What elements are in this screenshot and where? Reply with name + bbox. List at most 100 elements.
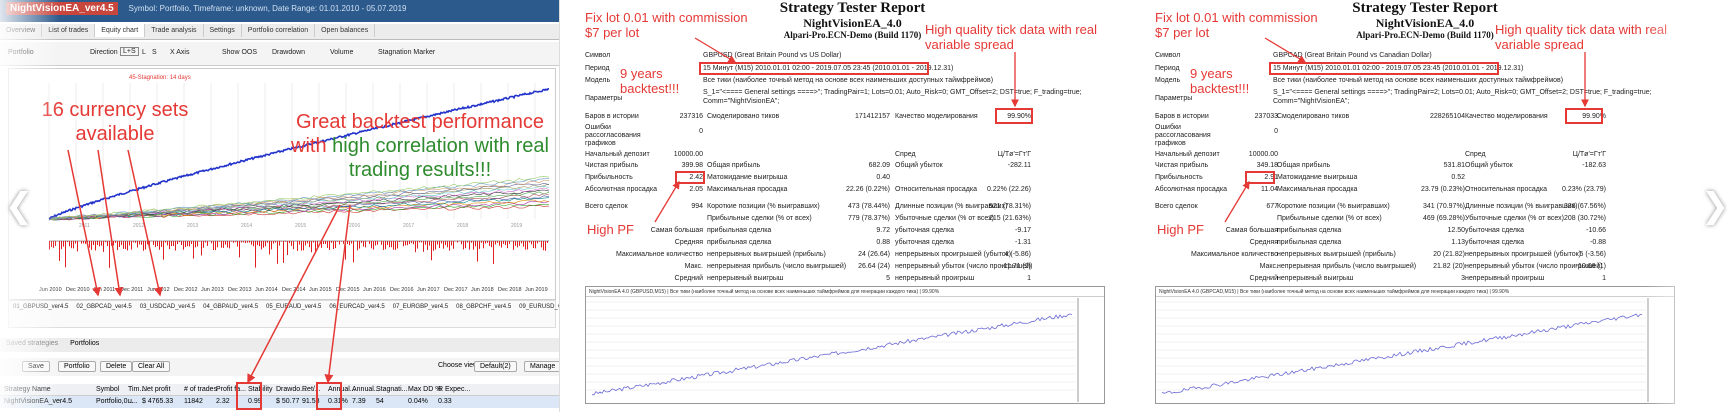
short-value: 473 (78.44%) <box>847 203 890 210</box>
largest-loss-label: убыточная сделка <box>1465 227 1525 234</box>
drawdown-bar <box>155 241 156 248</box>
drawdown-bar <box>419 241 420 243</box>
loss-trades-value: 208 (30.72%) <box>1563 215 1606 222</box>
tab-6[interactable]: Open balances <box>315 24 376 37</box>
tab-4[interactable]: Settings <box>204 24 242 37</box>
profit-factor-value: 2.91 <box>1264 174 1278 181</box>
drawdown-bar <box>535 241 536 249</box>
drawdown-bar <box>85 241 86 244</box>
drawdown-bar <box>235 241 236 243</box>
legend-item[interactable]: 06_EURCAD_ver4.5 <box>329 304 385 310</box>
ticks-value: 171412157 <box>854 113 890 120</box>
subtab-portfolios[interactable]: Portfolios <box>70 340 100 347</box>
drawdown-bar <box>321 241 322 248</box>
legend-item[interactable]: 04_GBPAUD_ver4.5 <box>203 304 259 310</box>
column-header[interactable]: Profit fa... <box>216 386 246 393</box>
legend-item[interactable]: 07_EURGBP_ver4.5 <box>392 304 449 310</box>
drawdown-bar <box>483 241 484 249</box>
tab-5[interactable]: Portfolio correlation <box>242 24 316 37</box>
drawdown-bar <box>127 241 128 251</box>
ticks-value: 228265104 <box>1429 113 1465 120</box>
drawdown-bar <box>199 241 200 242</box>
drawdown-bar <box>525 241 526 250</box>
bars-label: Баров в истории <box>585 113 639 120</box>
drawdown-bar <box>291 241 292 246</box>
long-toggle[interactable]: L <box>142 49 146 56</box>
xaxis-label[interactable]: X Axis <box>170 49 190 56</box>
drawdown-bar <box>307 241 308 244</box>
show-oos-label[interactable]: Show OOS <box>222 49 258 56</box>
drawdown-bar <box>161 241 162 247</box>
drawdown-bar <box>275 241 276 243</box>
drawdown-bar <box>423 241 424 252</box>
column-header[interactable]: Net profit <box>142 386 171 393</box>
delete-button[interactable]: Delete <box>100 361 133 372</box>
manage-button[interactable]: Manage <box>524 361 559 372</box>
drawdown-bar <box>415 241 416 253</box>
drawdown-bar <box>383 241 384 250</box>
column-header[interactable]: Symbol <box>96 386 120 393</box>
avg-loss-label: убыточная сделка <box>1465 239 1525 246</box>
volume-label[interactable]: Volume <box>330 49 354 56</box>
drawdown-bar <box>207 241 208 246</box>
tab-2[interactable]: Equity chart <box>95 24 146 37</box>
drawdown-bar <box>399 241 400 242</box>
legend-item[interactable]: 08_GBPCHF_ver4.5 <box>456 304 512 310</box>
legend-item[interactable]: 02_GBPCAD_ver4.5 <box>76 304 132 310</box>
drawdown-bar <box>93 241 94 245</box>
currency-annotation: 16 currency sets available <box>41 99 189 145</box>
drawdown-bar <box>303 241 304 251</box>
drawdown-bar <box>117 241 118 251</box>
drawdown-bar <box>467 241 468 243</box>
drawdown-bar <box>121 241 122 245</box>
deposit-value: 10000.00 <box>673 151 703 158</box>
drawdown-bar <box>211 241 212 244</box>
avg-loss-label: убыточная сделка <box>895 239 955 246</box>
drawdown-label[interactable]: Drawdown <box>272 49 306 56</box>
drawdown-bar <box>473 241 474 250</box>
legend-item[interactable]: 03_USDCAD_ver4.5 <box>139 304 196 310</box>
table-cell: 7.39 <box>352 398 366 405</box>
prev-slide-button[interactable]: ❮ <box>4 186 34 226</box>
period-highlight <box>699 62 929 75</box>
avg-loss-value: -1.31 <box>1015 239 1031 246</box>
legend-item[interactable]: 05_EURAUD_ver4.5 <box>266 304 322 310</box>
main-tabs: Overview List of trades Equity chart Trade … <box>0 24 559 40</box>
column-header[interactable]: Stagnati... <box>376 386 408 393</box>
reldd-label: Относительная просадка <box>895 186 977 193</box>
tab-3[interactable]: Trade analysis <box>145 24 204 37</box>
table-cell: 54 <box>376 398 384 405</box>
column-header[interactable]: R Expec... <box>438 386 471 393</box>
column-header[interactable]: # of trades <box>184 386 218 393</box>
column-header[interactable]: Tim... <box>128 386 146 393</box>
legend-item[interactable]: 09_EURUSD_ver4.5 <box>519 304 559 310</box>
avg-profit-value: 0.88 <box>876 239 890 246</box>
x-tick-label: Dec 2016 <box>390 287 414 293</box>
drawdown-bar <box>537 241 538 244</box>
x-tick-label: Dec 2010 <box>66 287 90 293</box>
drawdown-bar <box>171 241 172 247</box>
drawdown-bar <box>261 241 262 250</box>
drawdown-bar <box>329 241 330 250</box>
short-toggle[interactable]: S <box>152 49 157 56</box>
avg-losses-label: непрерывный проигрыш <box>1465 275 1545 282</box>
drawdown-bar <box>223 241 224 248</box>
column-header[interactable]: Annual... <box>352 386 380 393</box>
view-select[interactable]: Default(2) <box>474 361 517 372</box>
stagnation-label[interactable]: Stagnation Marker <box>378 49 436 56</box>
drawdown-bar <box>239 241 240 258</box>
avg-wins-label: непрерывный выигрыш <box>1277 275 1354 282</box>
largest-loss-label: убыточная сделка <box>895 227 955 234</box>
trades-label: Всего сделок <box>1155 203 1198 210</box>
column-header[interactable]: Ret/... <box>302 386 321 393</box>
column-header[interactable]: Max DD % <box>408 386 442 393</box>
drawdown-bar <box>175 241 176 251</box>
next-slide-button[interactable]: ❯ <box>1700 186 1730 226</box>
clear-all-button[interactable]: Clear All <box>132 361 171 372</box>
column-header[interactable]: Drawdo... <box>276 386 306 393</box>
direction-select[interactable]: L+S <box>120 47 139 56</box>
tab-1[interactable]: List of trades <box>42 24 96 37</box>
bars-value: 237033 <box>1254 113 1278 120</box>
balance-graph-svg <box>586 298 1079 402</box>
drawdown-bar <box>425 241 426 245</box>
